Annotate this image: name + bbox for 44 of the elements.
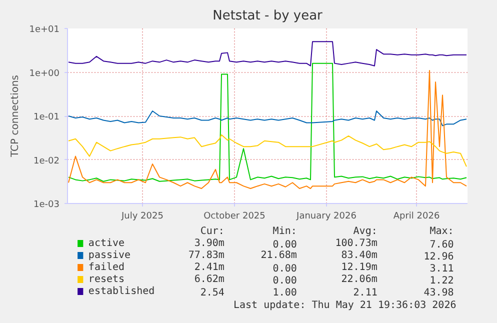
x-tick-label: January 2026 xyxy=(296,212,357,222)
text: 0.00 xyxy=(272,264,297,274)
x-tick-label: October 2025 xyxy=(204,212,266,222)
legend-label: established xyxy=(88,286,155,297)
text: 7.60 xyxy=(430,240,454,250)
y-tick-label: 1e+01 xyxy=(29,25,60,35)
legend-label: passive xyxy=(88,250,131,261)
text: 2.41m xyxy=(194,262,224,273)
text: 3.90m xyxy=(194,238,224,249)
text: 0.00 xyxy=(272,240,297,250)
text: 77.83m xyxy=(188,250,224,261)
y-tick-label: 1e-02 xyxy=(34,156,60,166)
y-tick-label: 1e-01 xyxy=(34,112,60,122)
text: 100.73m xyxy=(335,238,378,249)
text: 12.19m xyxy=(341,262,378,273)
text: 2.11 xyxy=(353,288,378,298)
text: 6.62m xyxy=(194,274,224,285)
text: 83.40m xyxy=(341,250,378,261)
text: 1.00 xyxy=(272,288,297,298)
text: Avg: xyxy=(353,226,378,237)
legend-label: failed xyxy=(88,262,125,273)
text: Min: xyxy=(272,226,297,237)
y-tick-label: 1e+00 xyxy=(29,68,60,79)
text: 43.98 xyxy=(424,288,454,298)
text: 1.22 xyxy=(430,276,454,286)
x-tick-label: April 2026 xyxy=(393,212,440,222)
text: 21.68m xyxy=(260,250,297,261)
text: 2.54 xyxy=(200,288,224,298)
text: Max: xyxy=(430,226,454,237)
text: 22.06m xyxy=(341,274,378,285)
y-axis-title: TCP connections xyxy=(10,74,22,158)
text: 3.11 xyxy=(430,264,454,274)
text: 12.96 xyxy=(424,252,454,262)
line-series xyxy=(68,134,467,168)
text: Last update: Thu May 21 19:36:03 2026 xyxy=(233,300,456,311)
line-series xyxy=(68,110,467,126)
y-tick-label: 1e-03 xyxy=(34,200,60,210)
legend-label: active xyxy=(88,238,125,249)
line-series xyxy=(68,41,467,66)
text: Cur: xyxy=(200,226,224,237)
x-tick-label: July 2025 xyxy=(120,212,164,222)
text: 0.00 xyxy=(272,276,297,286)
legend-label: resets xyxy=(88,274,125,285)
chart-title: Netstat - by year xyxy=(212,8,324,24)
